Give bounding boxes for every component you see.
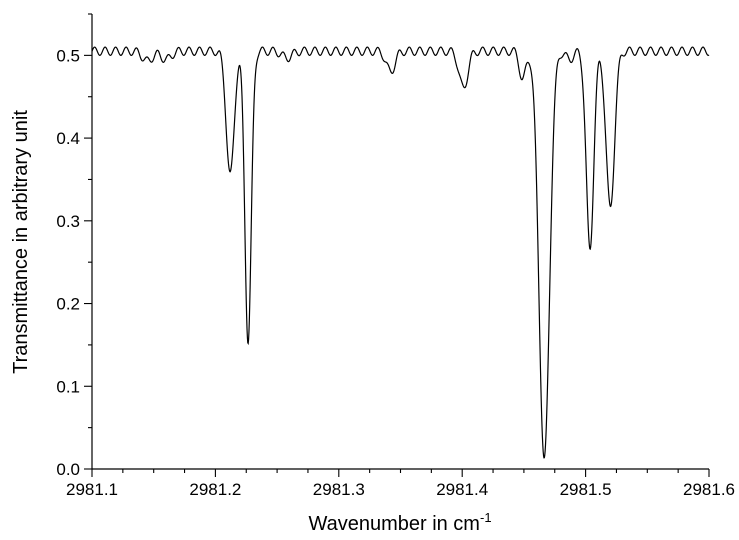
x-tick-label: 2981.3 xyxy=(313,480,365,499)
axes xyxy=(91,14,709,470)
tick-labels: 2981.1 2981.2 2981.3 2981.4 2981.5 2981.6 0.0 0… xyxy=(56,46,735,499)
transmittance-series-line xyxy=(91,46,710,459)
y-tick-label: 0.4 xyxy=(56,129,80,148)
x-axis-title-superscript: -1 xyxy=(480,510,492,525)
x-tick-label: 2981.4 xyxy=(436,480,488,499)
y-axis-title: Transmittance in arbitrary unit xyxy=(10,110,32,374)
x-tick-label: 2981.5 xyxy=(560,480,612,499)
y-tick-label: 0.5 xyxy=(56,46,80,65)
x-axis-title: Wavenumber in cm-1 xyxy=(308,510,491,535)
y-tick-label: 0.3 xyxy=(56,212,80,231)
y-tick-label: 0.1 xyxy=(56,377,80,396)
y-tick-label: 0.0 xyxy=(56,460,80,479)
x-tick-label: 2981.2 xyxy=(189,480,241,499)
ticks xyxy=(84,13,710,477)
x-tick-label: 2981.6 xyxy=(683,480,735,499)
x-tick-label: 2981.1 xyxy=(66,480,118,499)
y-tick-label: 0.2 xyxy=(56,295,80,314)
